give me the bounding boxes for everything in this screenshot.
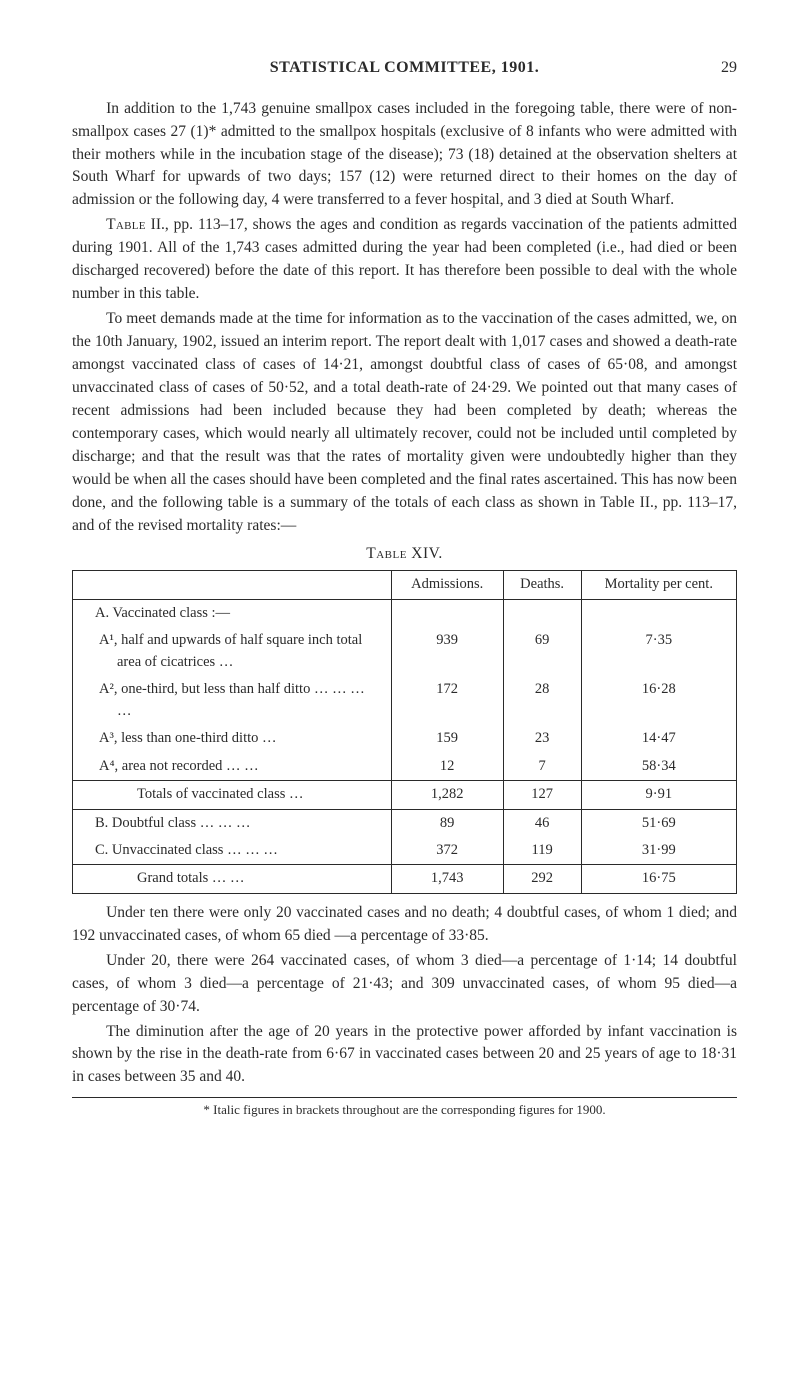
cell-deaths: 28 <box>503 676 581 725</box>
footnote-rule <box>72 1097 737 1098</box>
table-row: A², one-third, but less than half ditto … <box>73 676 737 725</box>
table-xiv: Admissions. Deaths. Mortality per cent. … <box>72 570 737 893</box>
cell-admissions: 12 <box>391 753 503 781</box>
table-ref: Table <box>106 216 146 233</box>
paragraph-2: Table II., pp. 113–17, shows the ages an… <box>72 214 737 306</box>
cell-deaths: 119 <box>503 837 581 865</box>
col-header-mortality: Mortality per cent. <box>581 571 736 599</box>
paragraph-5: Under 20, there were 264 vaccinated case… <box>72 950 737 1019</box>
page-number: 29 <box>697 56 737 80</box>
col-header-blank <box>73 571 392 599</box>
cell-mortality: 14·47 <box>581 725 736 752</box>
cell-admissions: 159 <box>391 725 503 752</box>
page-header: STATISTICAL COMMITTEE, 1901. 29 <box>72 56 737 80</box>
footnote: * Italic figures in brackets throughout … <box>72 1100 737 1119</box>
cell-mortality: 58·34 <box>581 753 736 781</box>
table-row-totals-a: Totals of vaccinated class … 1,282 127 9… <box>73 781 737 809</box>
col-header-deaths: Deaths. <box>503 571 581 599</box>
row-label: B. Doubtful class … … … <box>73 809 392 837</box>
cell-mortality: 7·35 <box>581 627 736 676</box>
row-label: A², one-third, but less than half ditto … <box>73 676 392 725</box>
cell-admissions: 372 <box>391 837 503 865</box>
paragraph-2-body: II., pp. 113–17, shows the ages and cond… <box>72 216 737 302</box>
cell-deaths: 23 <box>503 725 581 752</box>
cell-mortality: 51·69 <box>581 809 736 837</box>
row-label: A³, less than one-third ditto … <box>73 725 392 752</box>
cell-admissions: 1,743 <box>391 865 503 893</box>
table-row: C. Unvaccinated class … … … 372 119 31·9… <box>73 837 737 865</box>
paragraph-1: In addition to the 1,743 genuine smallpo… <box>72 98 737 213</box>
cell-blank <box>581 599 736 627</box>
cell-admissions: 172 <box>391 676 503 725</box>
cell-deaths: 69 <box>503 627 581 676</box>
row-label: C. Unvaccinated class … … … <box>73 837 392 865</box>
table-row: A⁴, area not recorded … … 12 7 58·34 <box>73 753 737 781</box>
paragraph-3: To meet demands made at the time for inf… <box>72 308 737 537</box>
cell-deaths: 46 <box>503 809 581 837</box>
table-row: A. Vaccinated class :— <box>73 599 737 627</box>
cell-admissions: 1,282 <box>391 781 503 809</box>
cell-admissions: 89 <box>391 809 503 837</box>
cell-deaths: 7 <box>503 753 581 781</box>
grand-total-label: Grand totals … … <box>73 865 392 893</box>
cell-admissions: 939 <box>391 627 503 676</box>
cell-mortality: 16·28 <box>581 676 736 725</box>
cell-blank <box>391 599 503 627</box>
section-a-label: A. Vaccinated class :— <box>73 599 392 627</box>
cell-deaths: 127 <box>503 781 581 809</box>
table-row: B. Doubtful class … … … 89 46 51·69 <box>73 809 737 837</box>
row-label: A¹, half and upwards of half square inch… <box>73 627 392 676</box>
cell-mortality: 9·91 <box>581 781 736 809</box>
cell-mortality: 16·75 <box>581 865 736 893</box>
table-row: A¹, half and upwards of half square inch… <box>73 627 737 676</box>
table-row-grand-total: Grand totals … … 1,743 292 16·75 <box>73 865 737 893</box>
row-label: A⁴, area not recorded … … <box>73 753 392 781</box>
cell-blank <box>503 599 581 627</box>
header-title: STATISTICAL COMMITTEE, 1901. <box>112 56 697 80</box>
cell-mortality: 31·99 <box>581 837 736 865</box>
table-row: A³, less than one-third ditto … 159 23 1… <box>73 725 737 752</box>
paragraph-4: Under ten there were only 20 vaccinated … <box>72 902 737 948</box>
totals-a-label: Totals of vaccinated class … <box>73 781 392 809</box>
table-caption: Table XIV. <box>72 543 737 566</box>
paragraph-6: The diminution after the age of 20 years… <box>72 1021 737 1090</box>
cell-deaths: 292 <box>503 865 581 893</box>
table-header-row: Admissions. Deaths. Mortality per cent. <box>73 571 737 599</box>
col-header-admissions: Admissions. <box>391 571 503 599</box>
